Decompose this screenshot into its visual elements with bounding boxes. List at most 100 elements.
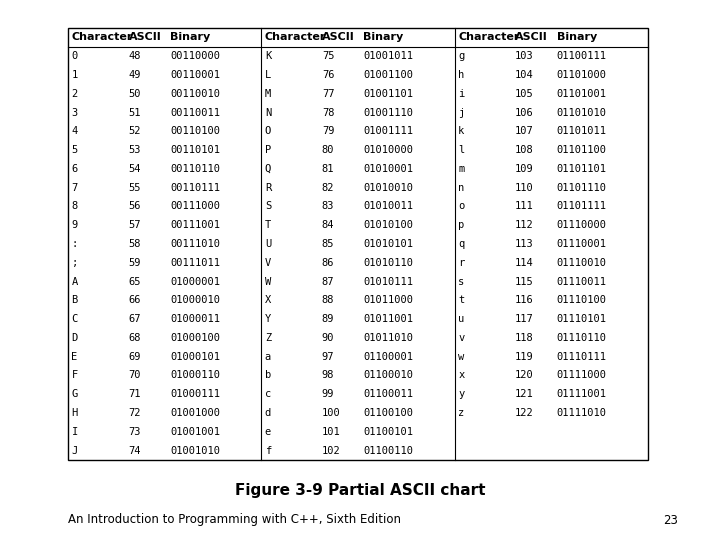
Text: 00110100: 00110100 <box>170 126 220 136</box>
Text: E: E <box>71 352 78 362</box>
Text: 86: 86 <box>322 258 334 268</box>
Text: 65: 65 <box>129 276 141 287</box>
Text: 101: 101 <box>322 427 341 437</box>
Text: 01000001: 01000001 <box>170 276 220 287</box>
Text: i: i <box>458 89 464 99</box>
Text: Y: Y <box>265 314 271 324</box>
Text: 01101111: 01101111 <box>557 201 607 212</box>
Text: ASCII: ASCII <box>129 32 161 43</box>
Text: 01111000: 01111000 <box>557 370 607 381</box>
Text: 00111010: 00111010 <box>170 239 220 249</box>
Text: K: K <box>265 51 271 61</box>
Text: 00110001: 00110001 <box>170 70 220 80</box>
Text: 01010110: 01010110 <box>364 258 413 268</box>
Text: O: O <box>265 126 271 136</box>
Text: W: W <box>265 276 271 287</box>
Text: 01111010: 01111010 <box>557 408 607 418</box>
Text: 01101000: 01101000 <box>557 70 607 80</box>
Text: 01010100: 01010100 <box>364 220 413 230</box>
Text: Binary: Binary <box>170 32 210 43</box>
Text: q: q <box>458 239 464 249</box>
Text: v: v <box>458 333 464 343</box>
Text: 0: 0 <box>71 51 78 61</box>
Text: 01110010: 01110010 <box>557 258 607 268</box>
Text: X: X <box>265 295 271 305</box>
Text: 00110011: 00110011 <box>170 107 220 118</box>
Text: 80: 80 <box>322 145 334 155</box>
Text: 01000011: 01000011 <box>170 314 220 324</box>
Text: :: : <box>71 239 78 249</box>
Text: 01001100: 01001100 <box>364 70 413 80</box>
Text: 01001101: 01001101 <box>364 89 413 99</box>
Text: 67: 67 <box>129 314 141 324</box>
Text: J: J <box>71 446 78 456</box>
Text: 01100011: 01100011 <box>364 389 413 399</box>
Text: 121: 121 <box>516 389 534 399</box>
Text: 58: 58 <box>129 239 141 249</box>
Text: 01100111: 01100111 <box>557 51 607 61</box>
Text: 8: 8 <box>71 201 78 212</box>
Text: 88: 88 <box>322 295 334 305</box>
Text: 70: 70 <box>129 370 141 381</box>
Text: 50: 50 <box>129 89 141 99</box>
Text: 102: 102 <box>322 446 341 456</box>
Text: l: l <box>458 145 464 155</box>
Text: 51: 51 <box>129 107 141 118</box>
Text: 119: 119 <box>516 352 534 362</box>
Text: 01100001: 01100001 <box>364 352 413 362</box>
Text: 01001011: 01001011 <box>364 51 413 61</box>
Text: 97: 97 <box>322 352 334 362</box>
Text: 78: 78 <box>322 107 334 118</box>
Text: 57: 57 <box>129 220 141 230</box>
Bar <box>68 28 648 460</box>
Text: 01010101: 01010101 <box>364 239 413 249</box>
Text: 113: 113 <box>516 239 534 249</box>
Text: 72: 72 <box>129 408 141 418</box>
Text: 01000100: 01000100 <box>170 333 220 343</box>
Text: 109: 109 <box>516 164 534 174</box>
Text: 112: 112 <box>516 220 534 230</box>
Text: 84: 84 <box>322 220 334 230</box>
Text: 01001111: 01001111 <box>364 126 413 136</box>
Text: 23: 23 <box>663 514 678 526</box>
Text: G: G <box>71 389 78 399</box>
Text: 01000010: 01000010 <box>170 295 220 305</box>
Text: L: L <box>265 70 271 80</box>
Text: 4: 4 <box>71 126 78 136</box>
Text: 00110101: 00110101 <box>170 145 220 155</box>
Text: 105: 105 <box>516 89 534 99</box>
Text: 01000110: 01000110 <box>170 370 220 381</box>
Text: S: S <box>265 201 271 212</box>
Text: 01110011: 01110011 <box>557 276 607 287</box>
Text: 54: 54 <box>129 164 141 174</box>
Text: 69: 69 <box>129 352 141 362</box>
Text: 117: 117 <box>516 314 534 324</box>
Text: V: V <box>265 258 271 268</box>
Text: D: D <box>71 333 78 343</box>
Text: 90: 90 <box>322 333 334 343</box>
Text: 01110111: 01110111 <box>557 352 607 362</box>
Text: 81: 81 <box>322 164 334 174</box>
Text: o: o <box>458 201 464 212</box>
Text: 111: 111 <box>516 201 534 212</box>
Text: 9: 9 <box>71 220 78 230</box>
Text: 83: 83 <box>322 201 334 212</box>
Text: 00110110: 00110110 <box>170 164 220 174</box>
Text: Character: Character <box>458 32 520 43</box>
Text: P: P <box>265 145 271 155</box>
Text: 82: 82 <box>322 183 334 193</box>
Text: 89: 89 <box>322 314 334 324</box>
Text: 01101110: 01101110 <box>557 183 607 193</box>
Text: 01001001: 01001001 <box>170 427 220 437</box>
Text: Q: Q <box>265 164 271 174</box>
Text: g: g <box>458 51 464 61</box>
Text: A: A <box>71 276 78 287</box>
Text: 5: 5 <box>71 145 78 155</box>
Text: Z: Z <box>265 333 271 343</box>
Text: 01010001: 01010001 <box>364 164 413 174</box>
Text: 106: 106 <box>516 107 534 118</box>
Text: 75: 75 <box>322 51 334 61</box>
Text: 77: 77 <box>322 89 334 99</box>
Text: 01100110: 01100110 <box>364 446 413 456</box>
Text: Character: Character <box>71 32 133 43</box>
